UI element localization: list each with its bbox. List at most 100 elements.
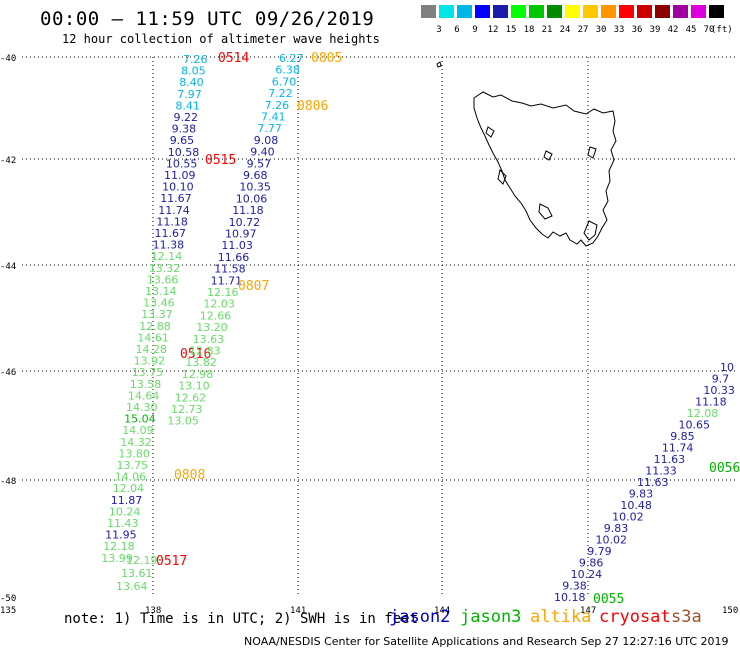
legend-label: 24 — [559, 25, 571, 35]
swh-value: 12.14 — [151, 250, 183, 263]
legend-swatch — [565, 5, 580, 18]
swh-value: 10.18 — [554, 591, 586, 604]
tasmania-main-coast — [473, 91, 617, 247]
legend-swatch — [457, 5, 472, 18]
swh-value: 11.66 — [218, 251, 250, 264]
swh-value: 10.65 — [679, 419, 711, 432]
swh-value: 7.97 — [177, 88, 202, 101]
flinders-island — [436, 61, 442, 68]
legend-label: 30 — [595, 25, 607, 35]
legend-label: 45 — [685, 25, 697, 35]
swh-value: 13.75 — [117, 459, 149, 472]
swh-value: 9.57 — [247, 157, 272, 170]
legend-swatch — [475, 5, 490, 18]
swh-value: 13.82 — [185, 356, 217, 369]
swh-value: 8.05 — [181, 65, 206, 78]
pass-time-label: 0808 — [174, 468, 205, 483]
tasmania-south-inlet — [538, 203, 553, 220]
swh-value: 9.86 — [579, 557, 604, 570]
map-title: 00:00 – 11:59 UTC 09/26/2019 — [40, 8, 375, 30]
legend-label: 27 — [577, 25, 589, 35]
swh-value: 10.58 — [168, 146, 200, 159]
satellite-legend-cryosat: cryosat — [599, 607, 671, 627]
swh-value: 13.58 — [130, 378, 162, 391]
swh-value: 12.08 — [687, 407, 719, 420]
satellite-legend-jason2: jason2 — [389, 607, 451, 627]
swh-value: 9.65 — [170, 134, 195, 147]
swh-value: 9.38 — [562, 580, 587, 593]
swh-value: 11.58 — [214, 263, 246, 276]
swh-value: 9.79 — [587, 545, 612, 558]
latitude-label: -42 — [0, 156, 16, 166]
swh-value: 12.16 — [207, 286, 239, 299]
swh-value: 13.37 — [141, 308, 173, 321]
satellite-legend-s3a: s3a — [671, 607, 702, 627]
swh-value: 14.32 — [120, 436, 152, 449]
legend-swatch — [637, 5, 652, 18]
legend-swatch — [493, 5, 508, 18]
swh-value: 10.02 — [612, 511, 644, 524]
legend-label: 3 — [436, 25, 442, 35]
legend-label: 33 — [613, 25, 625, 35]
swh-value: 10.24 — [109, 505, 140, 518]
swh-value: 15.04 — [124, 413, 156, 426]
tasmania-west-coast-sound — [485, 126, 495, 138]
satellite-legend-jason3: jason3 — [460, 607, 522, 627]
swh-value: 9.7 — [712, 373, 730, 386]
longitude-label: 144 — [434, 606, 450, 616]
longitude-label: 147 — [580, 606, 596, 616]
swh-value: 11.63 — [654, 453, 686, 466]
swh-value: 13.32 — [149, 262, 181, 275]
legend-label: 70 — [703, 25, 715, 35]
swh-value: 12.66 — [200, 309, 232, 322]
tasmania-east-peninsula — [583, 220, 598, 241]
swh-value: 9.38 — [172, 123, 197, 136]
pass-time-label: 0516 — [180, 347, 211, 362]
swh-value: 10.02 — [596, 534, 628, 547]
swh-value: 9.40 — [250, 146, 275, 159]
legend-label: 9 — [472, 25, 478, 35]
swh-value: 11.87 — [111, 494, 143, 507]
swh-value: 10.10 — [162, 181, 194, 194]
swh-value: 9.22 — [174, 111, 199, 124]
swh-value: 14.30 — [126, 401, 158, 414]
swh-value: 13.80 — [118, 447, 149, 460]
legend-swatch — [655, 5, 670, 18]
swh-value: 6.27 — [279, 52, 304, 65]
swh-value: 10.97 — [225, 228, 257, 241]
latitude-label: -46 — [0, 368, 16, 378]
swh-value: 14.06 — [115, 471, 147, 484]
swh-value: 10.48 — [620, 499, 652, 512]
swh-value: 6.38 — [275, 64, 300, 77]
satellite-legend-altika: altika — [530, 607, 592, 627]
legend-swatch — [601, 5, 616, 18]
swh-value: 11.74 — [662, 442, 694, 455]
swh-value: 12.03 — [203, 298, 235, 311]
swh-value: 10.35 — [239, 181, 271, 194]
longitude-label: 135 — [0, 606, 16, 616]
swh-value: 13.46 — [143, 297, 175, 310]
swh-value: 12.73 — [171, 403, 203, 416]
swh-value: 10.55 — [166, 157, 198, 170]
legend-label: 6 — [454, 25, 460, 35]
swh-value: 14.09 — [122, 424, 154, 437]
swh-value: 13.99 — [101, 552, 133, 565]
swh-value: 13.63 — [193, 333, 225, 346]
legend-swatch — [547, 5, 562, 18]
swh-value: 13.64 — [116, 580, 148, 593]
swh-value: 7.41 — [261, 111, 286, 124]
swh-value: 11.18 — [156, 215, 188, 228]
latitude-label: -50 — [0, 594, 16, 604]
swh-value: 12.83 — [189, 345, 221, 358]
swh-value: 7.26 — [183, 53, 208, 66]
swh-value: 12.04 — [113, 482, 145, 495]
swh-value: 13.10 — [178, 380, 210, 393]
legend-swatch — [583, 5, 598, 18]
legend-label: 42 — [667, 25, 679, 35]
swh-value: 9.85 — [670, 430, 695, 443]
swh-value: 13.61 — [121, 567, 153, 580]
swh-value: 11.09 — [164, 169, 196, 182]
swh-value: 7.22 — [268, 87, 293, 100]
lat-lon-grid: -40 -42 -44 -46 -48 -50 135 138 141 144 147 150 — [0, 54, 738, 616]
swh-value: 11.71 — [211, 274, 243, 287]
